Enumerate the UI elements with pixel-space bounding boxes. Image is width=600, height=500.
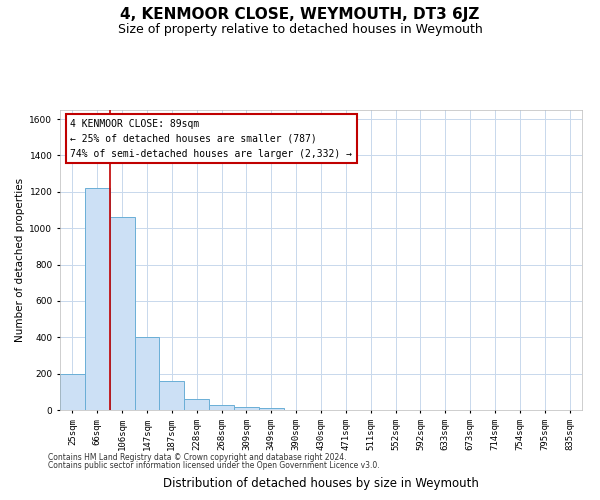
Bar	[160, 381, 184, 410]
Bar	[234, 408, 259, 410]
Text: Size of property relative to detached houses in Weymouth: Size of property relative to detached ho…	[118, 22, 482, 36]
Bar	[110, 218, 134, 410]
Text: 4 KENMOOR CLOSE: 89sqm
← 25% of detached houses are smaller (787)
74% of semi-de: 4 KENMOOR CLOSE: 89sqm ← 25% of detached…	[70, 119, 352, 158]
Text: Distribution of detached houses by size in Weymouth: Distribution of detached houses by size …	[163, 477, 479, 490]
Bar	[134, 338, 160, 410]
Bar	[60, 374, 85, 410]
Bar	[184, 399, 209, 410]
Bar	[259, 408, 284, 410]
Text: Contains public sector information licensed under the Open Government Licence v3: Contains public sector information licen…	[48, 461, 380, 470]
Bar	[85, 188, 110, 410]
Bar	[209, 406, 234, 410]
Y-axis label: Number of detached properties: Number of detached properties	[15, 178, 25, 342]
Text: 4, KENMOOR CLOSE, WEYMOUTH, DT3 6JZ: 4, KENMOOR CLOSE, WEYMOUTH, DT3 6JZ	[121, 8, 479, 22]
Text: Contains HM Land Registry data © Crown copyright and database right 2024.: Contains HM Land Registry data © Crown c…	[48, 454, 347, 462]
